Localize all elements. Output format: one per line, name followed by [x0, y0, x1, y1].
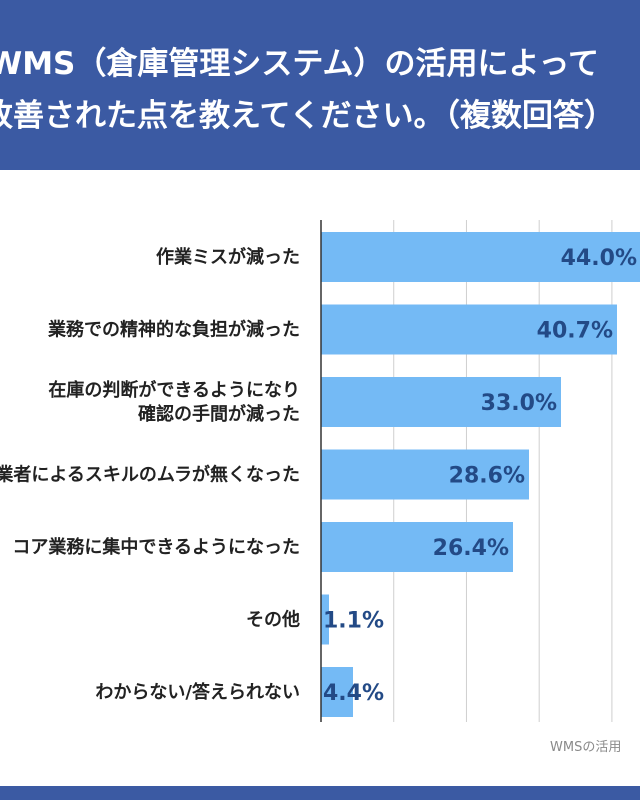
category-label: コア業務に集中できるようになった [12, 536, 300, 558]
bar [321, 594, 329, 645]
category-label: その他 [246, 609, 300, 631]
data-label: 33.0% [481, 391, 557, 416]
data-label: 1.1% [323, 609, 384, 634]
category-label: 業務での精神的な負担が減った [47, 319, 300, 341]
data-label: 40.7% [537, 319, 613, 344]
data-label: 4.4% [323, 681, 384, 706]
category-label: 作業ミスが減った [156, 246, 300, 268]
bar [321, 667, 353, 717]
source-note: WMSの活用 [550, 740, 622, 755]
data-label: 44.0% [561, 246, 637, 271]
category-label: 在庫の判断ができるようになり [48, 379, 300, 401]
data-label: 28.6% [449, 464, 525, 489]
category-label: わからない/答えられない [95, 681, 300, 703]
page-title-line-2: 改善された点を教えてください。（複数回答） [0, 98, 616, 134]
footer-bar [0, 786, 640, 800]
bar [321, 232, 640, 282]
bar [321, 522, 513, 572]
bar [321, 449, 529, 500]
header-banner: WMS（倉庫管理システム）の活用によって 改善された点を教えてください。（複数回… [0, 0, 640, 170]
bar [321, 304, 617, 355]
category-label: 作業者によるスキルのムラが無くなった [0, 464, 300, 486]
data-label: 26.4% [433, 536, 509, 561]
page-title-line-1: WMS（倉庫管理システム）の活用によって [0, 46, 599, 82]
category-label: 確認の手間が減った [138, 403, 300, 425]
bar [321, 377, 561, 427]
